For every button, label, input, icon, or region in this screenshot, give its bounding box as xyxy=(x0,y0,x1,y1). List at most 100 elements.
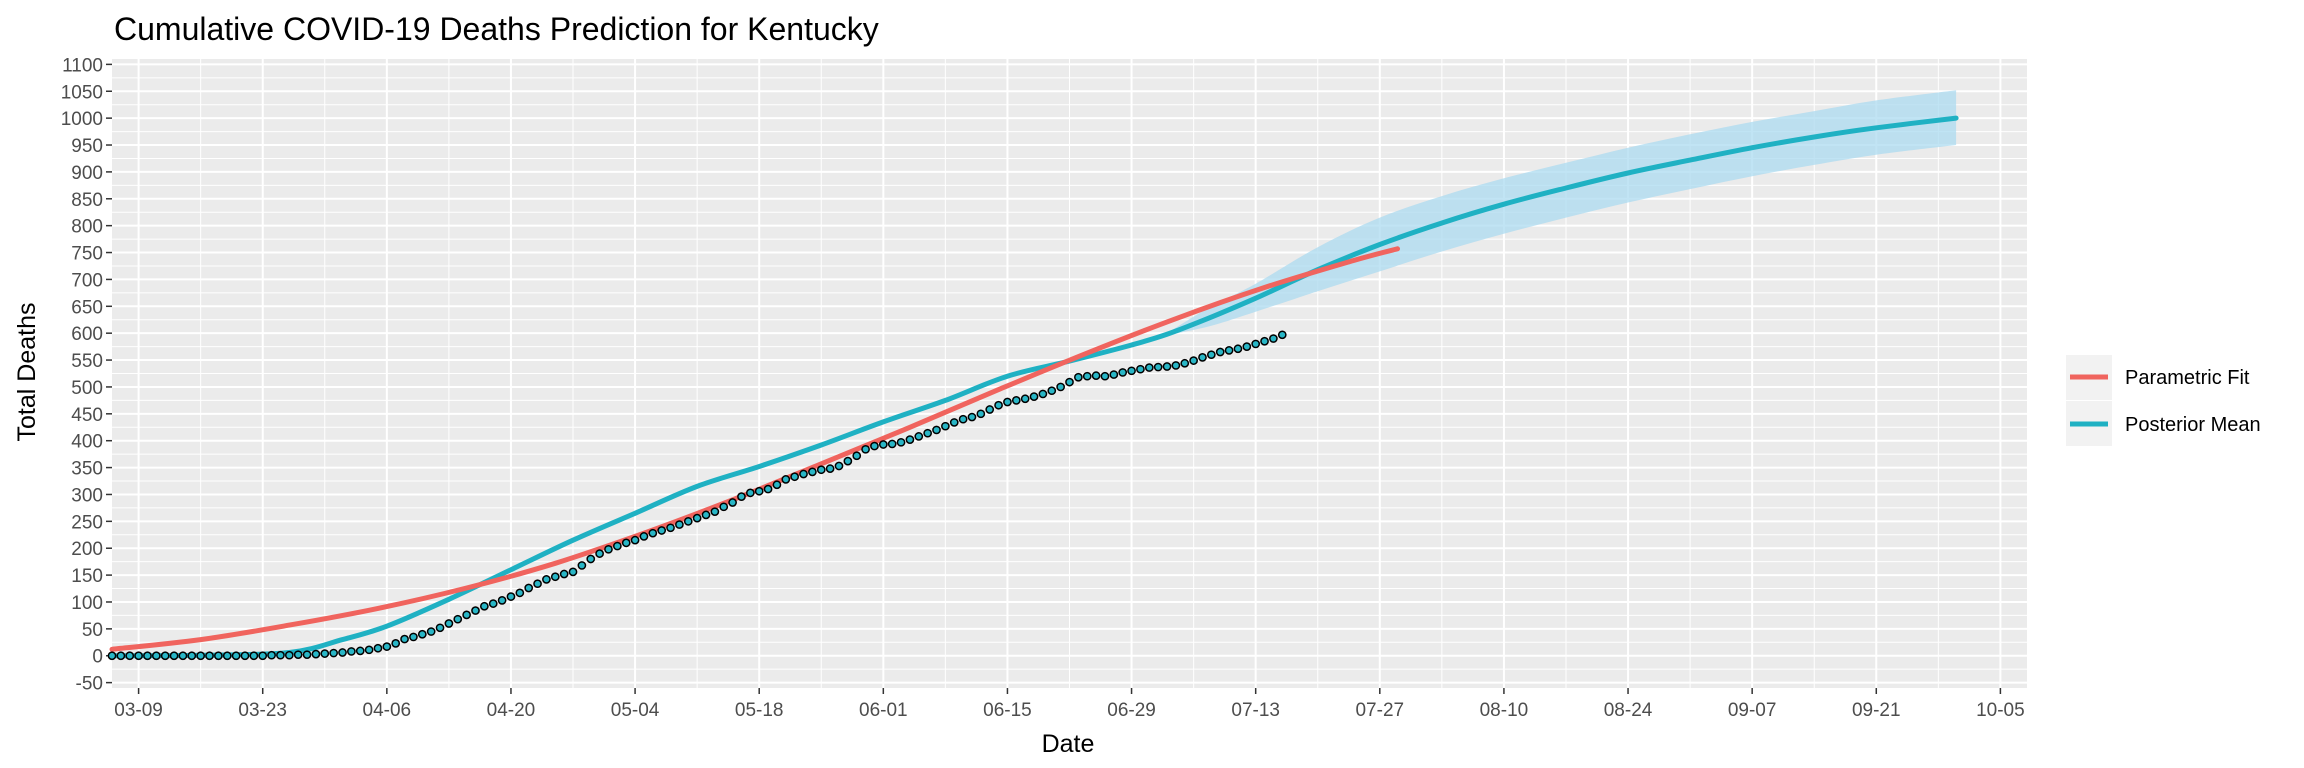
observed-point xyxy=(267,650,276,660)
y-tick-label: 400 xyxy=(71,432,103,453)
observed-point xyxy=(1011,396,1021,405)
observed-point xyxy=(683,516,693,526)
observed-point xyxy=(932,425,941,435)
y-tick-label: 50 xyxy=(82,620,103,641)
observed-point xyxy=(169,651,179,661)
observed-point xyxy=(347,647,356,656)
observed-point xyxy=(1260,336,1269,346)
observed-point xyxy=(116,651,126,661)
observed-point xyxy=(985,405,995,414)
observed-point xyxy=(497,596,507,605)
y-tick-label: 600 xyxy=(71,324,103,345)
observed-point xyxy=(258,651,268,661)
y-tick-label: 700 xyxy=(71,270,103,291)
observed-point xyxy=(471,606,480,615)
x-tick-label: 06-01 xyxy=(859,700,908,721)
observed-point xyxy=(604,544,613,554)
observed-point xyxy=(222,651,232,661)
observed-point xyxy=(125,651,135,661)
observed-point xyxy=(1189,356,1198,365)
observed-point xyxy=(692,513,702,523)
y-tick-label: 150 xyxy=(71,566,103,587)
observed-point xyxy=(1215,347,1225,357)
y-axis-title: Total Deaths xyxy=(13,303,41,442)
observed-point xyxy=(1109,370,1119,379)
x-tick-label: 08-24 xyxy=(1604,700,1653,721)
observed-point xyxy=(435,623,445,633)
x-tick-label: 06-15 xyxy=(983,700,1032,721)
observed-point xyxy=(1153,362,1163,372)
observed-point xyxy=(205,651,214,661)
observed-point xyxy=(524,583,534,593)
observed-point xyxy=(533,579,542,589)
y-tick-label: 300 xyxy=(71,485,103,506)
observed-point xyxy=(302,650,312,660)
observed-point xyxy=(276,650,285,660)
observed-point xyxy=(400,634,409,644)
observed-point xyxy=(214,651,223,661)
observed-point xyxy=(1091,371,1101,381)
observed-point xyxy=(799,469,808,479)
observed-point xyxy=(1020,394,1030,404)
observed-point xyxy=(1100,371,1110,381)
y-tick-label: 1000 xyxy=(61,109,103,130)
x-tick-label: 07-27 xyxy=(1355,700,1404,721)
y-tick-label: 550 xyxy=(71,351,103,372)
observed-point xyxy=(878,440,888,449)
observed-point xyxy=(160,651,170,661)
observed-point xyxy=(825,464,835,474)
observed-point xyxy=(914,432,924,441)
observed-point xyxy=(976,409,986,419)
observed-point xyxy=(231,651,241,661)
observed-point xyxy=(586,554,596,564)
observed-point xyxy=(781,475,791,484)
observed-point xyxy=(710,507,720,517)
observed-point xyxy=(843,456,853,466)
x-tick-label: 03-09 xyxy=(114,700,163,721)
observed-point xyxy=(462,610,471,620)
credible-band xyxy=(1167,90,1957,336)
x-tick-label: 09-21 xyxy=(1852,700,1901,721)
observed-point xyxy=(187,651,197,661)
observed-point xyxy=(143,651,152,661)
x-tick-label: 04-06 xyxy=(363,700,412,721)
observed-point xyxy=(355,646,365,656)
observed-point xyxy=(444,619,454,628)
observed-point xyxy=(834,461,844,471)
observed-point xyxy=(701,510,711,520)
x-tick-label: 10-05 xyxy=(1976,700,2025,721)
observed-point xyxy=(1029,392,1039,401)
observed-point xyxy=(1277,330,1287,340)
observed-point xyxy=(284,650,294,660)
observed-point xyxy=(1207,350,1216,360)
y-tick-label: -50 xyxy=(76,674,103,695)
observed-point xyxy=(568,567,578,577)
observed-point xyxy=(861,444,870,454)
observed-point xyxy=(772,480,782,490)
observed-point xyxy=(949,418,959,427)
observed-point xyxy=(1198,353,1207,362)
observed-point xyxy=(480,601,489,611)
observed-point xyxy=(790,472,800,482)
y-tick-label: 900 xyxy=(71,163,103,184)
x-tick-label: 07-13 xyxy=(1231,700,1280,721)
observed-point xyxy=(1127,366,1136,376)
observed-point xyxy=(488,599,498,608)
observed-point xyxy=(808,467,817,477)
observed-point xyxy=(1118,368,1128,377)
observed-point xyxy=(409,632,418,642)
observed-point xyxy=(1251,339,1261,349)
observed-point xyxy=(506,592,516,601)
y-tick-label: 950 xyxy=(71,136,103,157)
observed-point xyxy=(134,651,143,661)
observed-point xyxy=(417,629,427,639)
x-axis: 03-09 03-23 04-06 04-20 05-04 05-18 06-01 06-15… xyxy=(114,688,2025,721)
y-tick-label: 650 xyxy=(71,297,103,318)
x-tick-label: 03-23 xyxy=(238,700,287,721)
observed-point xyxy=(320,649,330,658)
observed-point xyxy=(666,523,675,533)
x-tick-label: 06-29 xyxy=(1107,700,1156,721)
observed-point xyxy=(426,627,436,636)
observed-point xyxy=(923,428,932,438)
